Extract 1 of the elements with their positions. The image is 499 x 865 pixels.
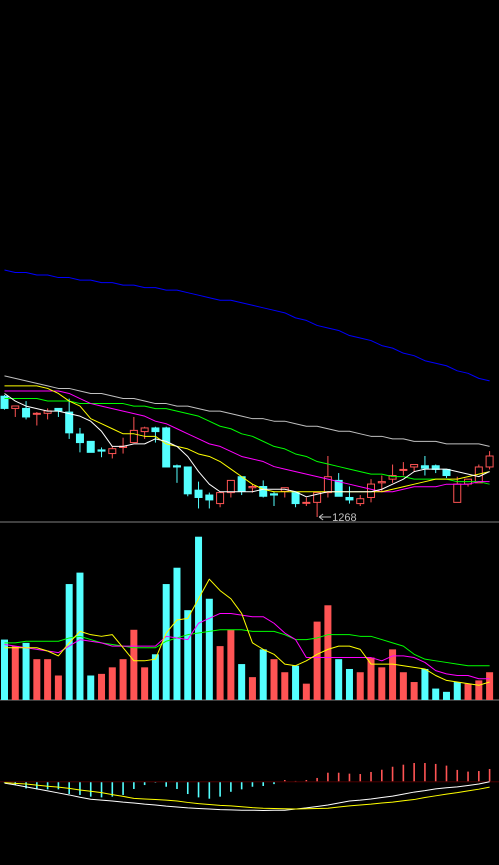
annotation: 1268 (332, 512, 357, 524)
